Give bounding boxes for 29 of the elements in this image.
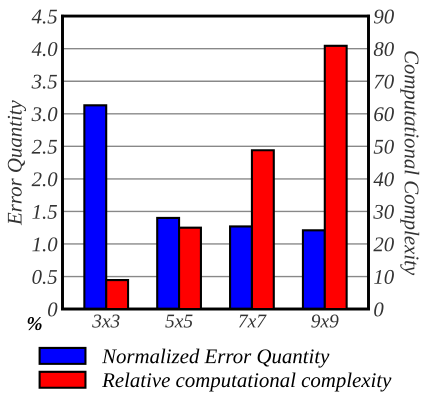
y2-tick-label: 70: [374, 74, 394, 89]
y2-tick-label: 30: [373, 204, 394, 219]
legend-label: Relative computational complexity: [102, 372, 392, 392]
legend-label: Normalized Error Quantity: [102, 348, 330, 368]
y-tick-label: 1.0: [32, 237, 58, 252]
y2-tick-label: 80: [374, 42, 394, 56]
y2-tick-label: 40: [373, 172, 394, 186]
text: %: [28, 316, 42, 330]
y2-tick-label: 10: [374, 270, 394, 284]
x-tick-label: 9x9: [311, 314, 339, 328]
y-tick-label: 1.5: [32, 204, 58, 219]
x-tick-label: 3x3: [92, 314, 120, 328]
y-tick-label: 2.0: [32, 172, 58, 186]
y-axis-title: Error Quantity: [8, 100, 26, 226]
y2-tick-label: 50: [374, 140, 394, 154]
y-tick-label: 4.5: [32, 10, 58, 24]
y-tick-label: 2.5: [32, 140, 58, 154]
y2-tick-label: 20: [373, 237, 394, 252]
y-tick-label: 0: [48, 302, 58, 316]
y-tick-label: 3.0: [32, 107, 58, 122]
y-tick-label: 4.0: [32, 42, 58, 56]
y-tick-label: 0.5: [32, 270, 58, 284]
y2-tick-label: 90: [374, 10, 394, 24]
x-tick-label: 5x5: [165, 314, 193, 328]
y-tick-label: 3.5: [32, 74, 58, 89]
y2-tick-label: 60: [374, 107, 394, 122]
y2-tick-label: 0: [374, 302, 384, 316]
x-tick-label: 7x7: [239, 314, 267, 328]
y2-axis-title: Computational Complexity: [400, 51, 420, 276]
